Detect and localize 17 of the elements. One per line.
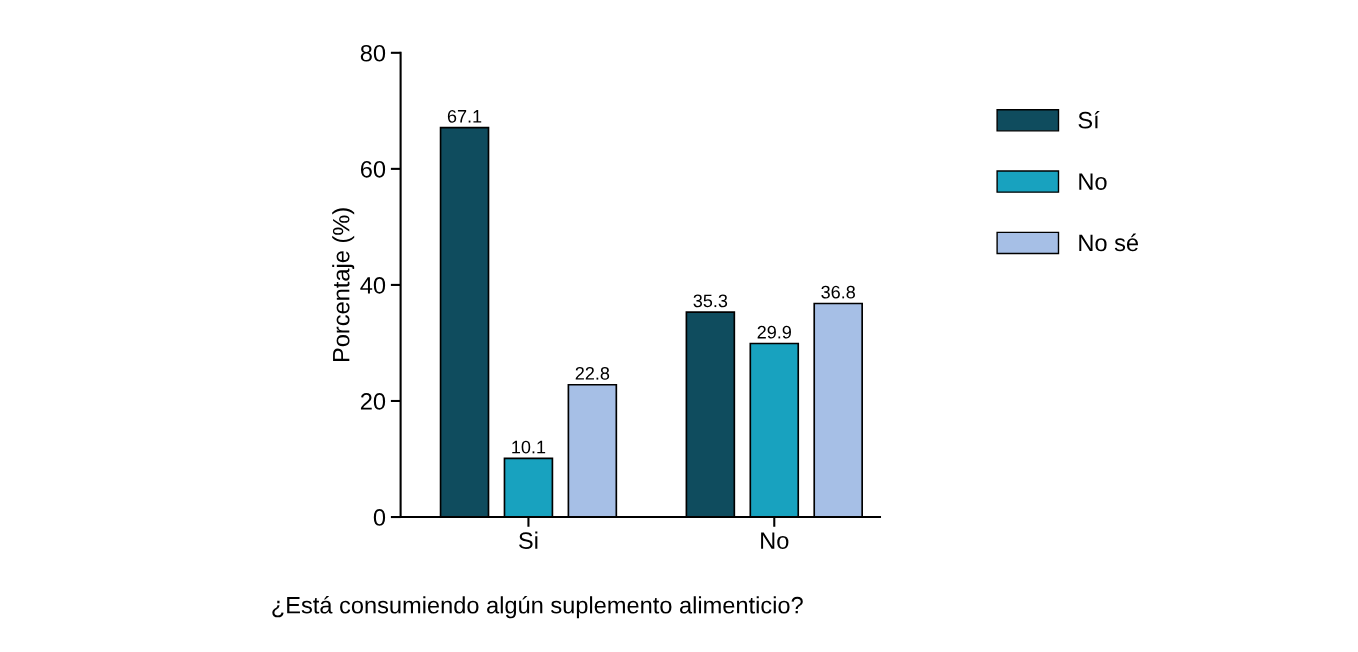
- x-tick-label: Si: [519, 531, 538, 549]
- legend-label: No: [1079, 173, 1107, 190]
- legend-label: No sé: [1079, 233, 1139, 252]
- y-tick-label: 80: [360, 44, 386, 62]
- data-label: 29.9: [757, 325, 791, 339]
- data-label: 35.3: [693, 294, 728, 308]
- y-axis-title: Porcentaje (%): [332, 208, 355, 362]
- y-tick-label: 0: [373, 509, 386, 526]
- legend-label: Sí: [1078, 110, 1100, 129]
- data-label: 36.8: [821, 285, 855, 299]
- y-tick-label: 60: [360, 160, 386, 178]
- y-tick-label: 20: [360, 393, 386, 410]
- data-label: 10.1: [512, 440, 546, 454]
- y-tick-label: 40: [360, 276, 386, 294]
- data-label: 67.1: [447, 109, 482, 123]
- data-label: 22.8: [575, 366, 610, 380]
- x-axis-title: ¿Está consumiendo algún suplemento alimenticio?: [272, 595, 803, 619]
